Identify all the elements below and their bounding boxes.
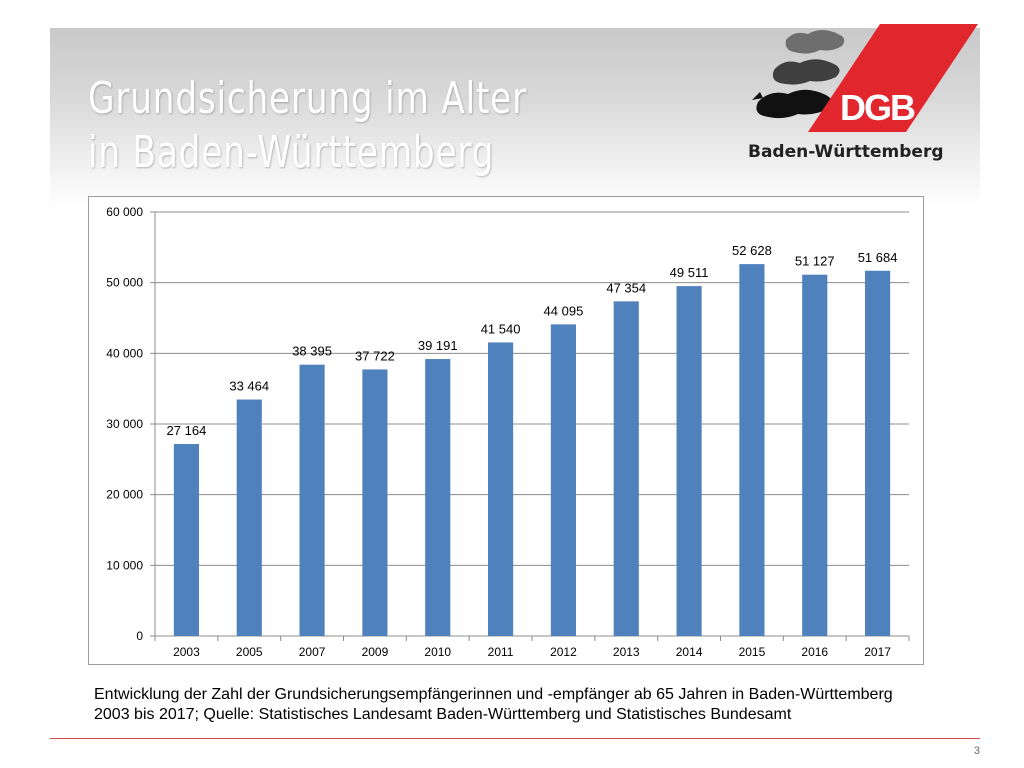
x-tick-label: 2011 — [488, 645, 514, 659]
brand-subtitle: Baden-Württemberg — [748, 142, 944, 162]
x-tick-label: 2014 — [676, 645, 703, 659]
bar — [488, 342, 514, 636]
data-label: 37 722 — [355, 348, 395, 363]
y-tick-label: 10 000 — [106, 558, 143, 572]
slide-title: Grundsicherung im Alter in Baden-Württem… — [88, 72, 527, 180]
x-tick-label: 2010 — [424, 645, 451, 659]
caption-line-2: 2003 bis 2017; Quelle: Statistisches Lan… — [94, 706, 792, 723]
bar — [676, 286, 702, 636]
data-label: 51 684 — [858, 250, 898, 265]
bar — [362, 369, 388, 636]
bar — [613, 301, 639, 636]
data-label: 38 395 — [292, 344, 332, 359]
dgb-wordmark: DGB — [840, 87, 915, 128]
bar — [802, 274, 828, 636]
x-tick-label: 2012 — [550, 645, 577, 659]
title-line-2: in Baden-Württemberg — [88, 127, 495, 178]
x-tick-label: 2015 — [739, 645, 766, 659]
data-label: 27 164 — [167, 423, 207, 438]
bar — [739, 264, 765, 636]
data-label: 41 540 — [481, 321, 521, 336]
bar — [550, 324, 576, 636]
chart-caption: Entwicklung der Zahl der Grundsicherungs… — [94, 685, 974, 725]
y-tick-label: 40 000 — [106, 346, 143, 360]
bar — [173, 444, 199, 636]
dgb-red-parallelogram — [808, 24, 978, 132]
data-label: 51 127 — [795, 254, 835, 269]
x-tick-label: 2016 — [801, 645, 828, 659]
bar — [425, 359, 451, 636]
title-line-1: Grundsicherung im Alter — [88, 73, 527, 124]
x-tick-label: 2005 — [236, 645, 263, 659]
y-tick-label: 20 000 — [106, 488, 143, 502]
x-tick-label: 2003 — [173, 645, 200, 659]
y-tick-label: 30 000 — [106, 417, 143, 431]
y-tick-label: 60 000 — [106, 205, 143, 219]
data-label: 44 095 — [544, 303, 584, 318]
data-label: 33 464 — [229, 379, 269, 394]
caption-line-1: Entwicklung der Zahl der Grundsicherungs… — [94, 686, 893, 703]
x-tick-label: 2017 — [864, 645, 891, 659]
x-tick-label: 2009 — [362, 645, 389, 659]
page-number: 3 — [973, 745, 980, 757]
data-label: 47 354 — [606, 280, 646, 295]
dgb-logo: DGB — [752, 24, 978, 132]
data-label: 52 628 — [732, 243, 772, 258]
data-label: 39 191 — [418, 338, 458, 353]
chart-frame: 0 10 000 20 000 30 000 40 000 50 000 60 000 27 … — [88, 196, 924, 665]
bar — [236, 399, 262, 636]
bar — [299, 364, 325, 636]
coat-of-arms-lions-icon — [752, 30, 845, 119]
y-tick-label: 0 — [136, 629, 143, 643]
footer-line — [50, 738, 980, 739]
x-tick-label: 2007 — [299, 645, 326, 659]
data-label: 49 511 — [670, 265, 709, 280]
bar-chart: 0 10 000 20 000 30 000 40 000 50 000 60 000 27 … — [106, 205, 910, 659]
bar — [865, 270, 891, 636]
x-tick-label: 2013 — [613, 645, 640, 659]
y-tick-label: 50 000 — [106, 276, 143, 290]
